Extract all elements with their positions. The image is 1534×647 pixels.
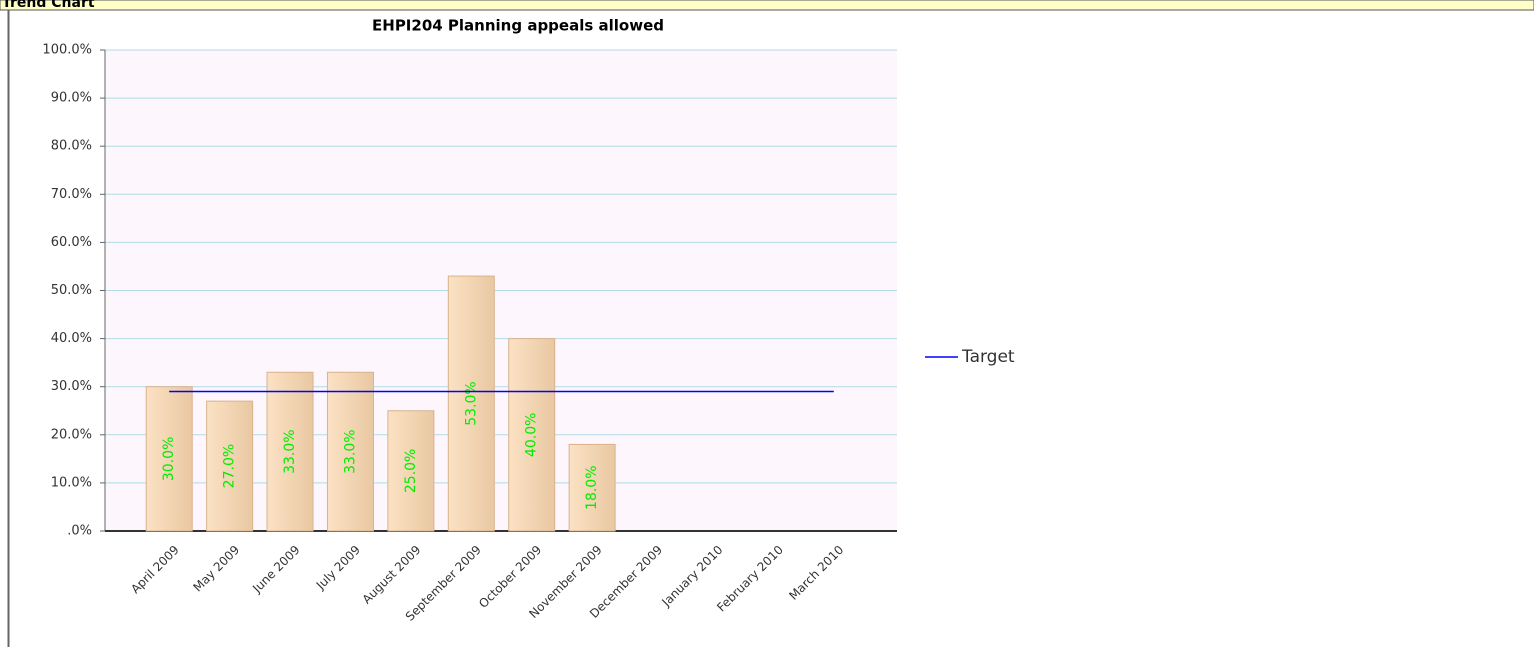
y-tick-label: 20.0% — [51, 427, 92, 442]
bar — [387, 410, 435, 532]
legend-label: Target — [961, 347, 1015, 367]
bar — [508, 338, 556, 532]
bar — [447, 275, 495, 532]
bar — [568, 443, 616, 532]
y-tick-label: .0% — [67, 524, 92, 539]
value-label: 53.0% — [463, 381, 479, 425]
value-label: 27.0% — [222, 444, 238, 488]
chart-title: EHPI204 Planning appeals allowed — [372, 17, 664, 35]
x-tick-label: October 2009 — [476, 543, 544, 611]
y-tick-label: 90.0% — [51, 91, 92, 106]
y-tick-label: 30.0% — [51, 379, 92, 394]
header-title: Trend Chart — [2, 0, 95, 11]
x-tick-label: February 2010 — [714, 543, 786, 615]
y-tick-label: 50.0% — [51, 283, 92, 298]
bar — [206, 400, 254, 532]
x-tick-label: January 2010 — [658, 543, 725, 610]
bar — [326, 371, 374, 532]
value-label: 40.0% — [524, 413, 540, 457]
value-label: 30.0% — [161, 437, 177, 481]
y-tick-label: 70.0% — [51, 187, 92, 202]
value-label: 18.0% — [584, 465, 600, 509]
x-tick-label: March 2010 — [786, 543, 846, 603]
x-tick-label: August 2009 — [360, 543, 424, 607]
y-tick-label: 10.0% — [51, 475, 92, 490]
value-label: 25.0% — [403, 449, 419, 493]
x-tick-label: June 2009 — [249, 543, 302, 596]
x-tick-label: May 2009 — [190, 543, 242, 595]
y-tick-label: 40.0% — [51, 331, 92, 346]
y-tick-label: 60.0% — [51, 235, 92, 250]
bar — [145, 386, 193, 532]
value-label: 33.0% — [342, 429, 358, 473]
x-tick-label: April 2009 — [128, 543, 182, 597]
y-tick-label: 80.0% — [51, 139, 92, 154]
x-tick-label: July 2009 — [313, 543, 363, 593]
header-bar — [0, 0, 1534, 11]
y-tick-label: 100.0% — [42, 43, 92, 58]
value-label: 33.0% — [282, 429, 298, 473]
bar — [266, 371, 314, 532]
